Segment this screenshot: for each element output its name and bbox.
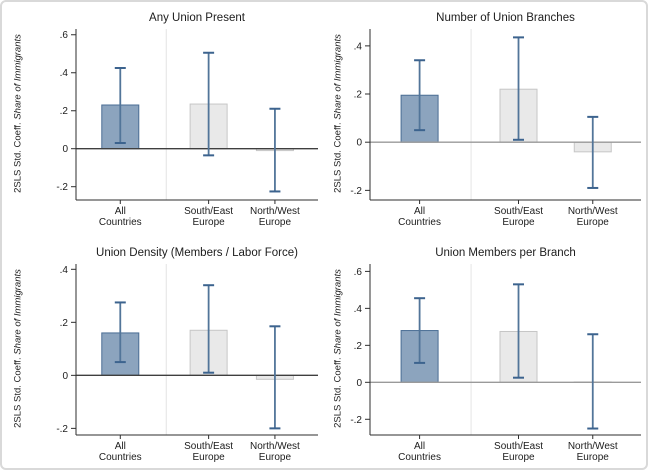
panel-title: Number of Union Branches (436, 12, 575, 24)
y-tick-label: -.2 (56, 182, 68, 193)
x-category-label: South/East (184, 441, 233, 452)
chart-union-members-per-branch: -.20.2.4.6AllCountriesSouth/EastEuropeNo… (350, 264, 641, 463)
x-category-label: Europe (192, 217, 225, 228)
x-category-label: Europe (502, 217, 535, 228)
x-category-label: All (115, 206, 126, 217)
x-category-label: Countries (99, 452, 142, 463)
panel-number-of-union-branches: Number of Union Branches 2SLS Std. Coeff… (326, 2, 646, 237)
panel-union-density: Union Density (Members / Labor Force) 2S… (2, 237, 326, 468)
y-tick-label: -.2 (56, 424, 68, 435)
y-tick-label: .4 (60, 68, 69, 79)
x-category-label: Countries (99, 217, 142, 228)
x-category-label: Europe (192, 452, 225, 463)
y-tick-label: 0 (62, 371, 68, 382)
panel-union-members-per-branch: Union Members per Branch 2SLS Std. Coeff… (326, 237, 646, 468)
panel-title: Any Union Present (149, 12, 245, 24)
y-tick-label: 0 (356, 378, 362, 389)
x-category-label: Europe (259, 452, 292, 463)
y-tick-label: .2 (60, 318, 69, 329)
chart-number-of-union-branches: -.20.2.4AllCountriesSouth/EastEuropeNort… (350, 29, 641, 228)
x-category-label: South/East (184, 206, 233, 217)
panel-title: Union Members per Branch (435, 247, 576, 259)
y-tick-label: -.2 (350, 415, 362, 426)
chart-any-union-present: -.20.2.4.6AllCountriesSouth/EastEuropeNo… (56, 29, 318, 228)
x-category-label: Europe (577, 217, 610, 228)
x-category-label: All (115, 441, 126, 452)
x-category-label: All (414, 441, 425, 452)
x-category-label: North/West (250, 206, 300, 217)
x-category-label: All (414, 206, 425, 217)
chart-union-density: -.20.2.4AllCountriesSouth/EastEuropeNort… (56, 264, 318, 463)
x-category-label: North/West (568, 206, 618, 217)
x-category-label: South/East (494, 206, 543, 217)
x-category-label: Europe (259, 217, 292, 228)
y-tick-label: .4 (60, 265, 69, 276)
panel-title: Union Density (Members / Labor Force) (96, 247, 298, 259)
y-tick-label: 0 (356, 138, 362, 149)
x-category-label: North/West (250, 441, 300, 452)
x-category-label: Europe (502, 452, 535, 463)
y-tick-label: .2 (354, 90, 363, 101)
y-tick-label: 0 (62, 144, 68, 155)
x-category-label: Europe (577, 452, 610, 463)
x-category-label: Countries (398, 452, 441, 463)
x-category-label: South/East (494, 441, 543, 452)
y-tick-label: .4 (354, 41, 363, 52)
y-tick-label: .4 (354, 304, 363, 315)
x-category-label: Countries (398, 217, 441, 228)
panel-any-union-present: Any Union Present 2SLS Std. Coeff. Share… (2, 2, 326, 237)
y-tick-label: .6 (60, 30, 69, 41)
x-category-label: North/West (568, 441, 618, 452)
y-tick-label: .6 (354, 267, 363, 278)
y-tick-label: .2 (60, 106, 69, 117)
y-tick-label: .2 (354, 341, 363, 352)
y-tick-label: -.2 (350, 186, 362, 197)
